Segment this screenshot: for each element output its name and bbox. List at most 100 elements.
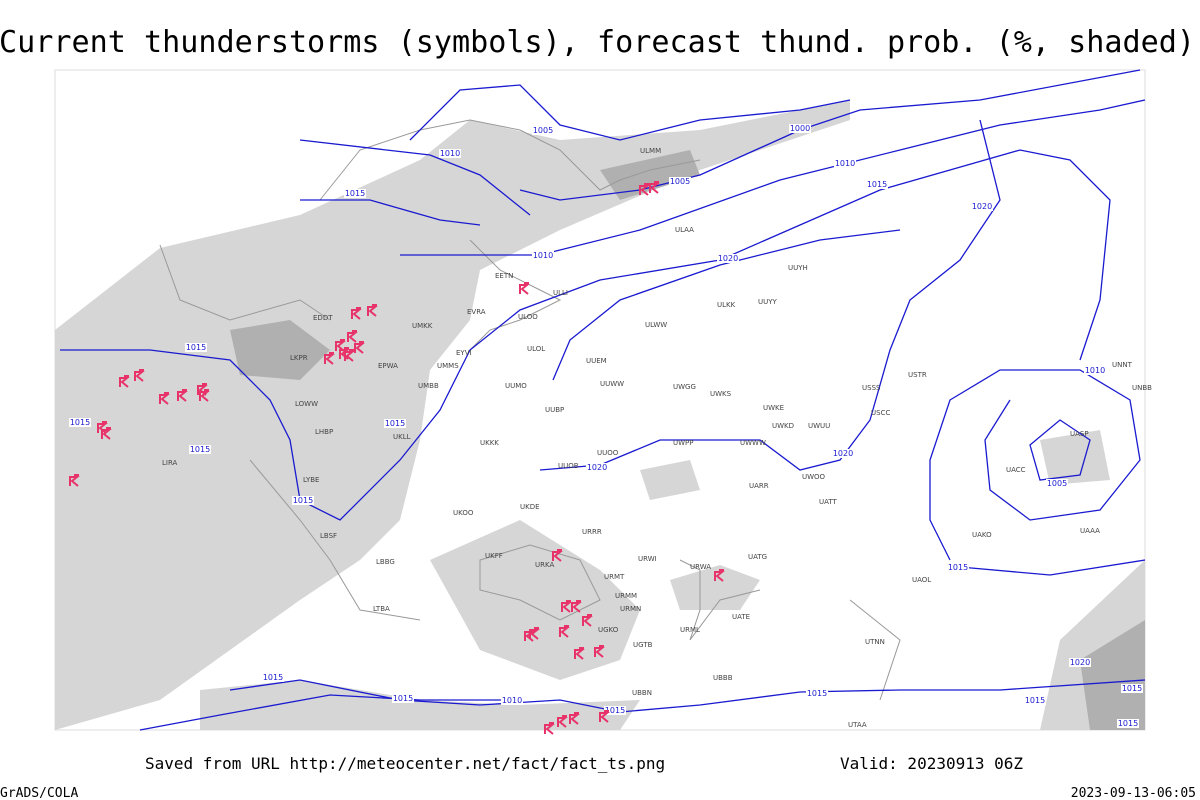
station-label: EPWA xyxy=(378,362,398,370)
isobar-label-bg xyxy=(69,418,91,427)
station-label: UAAA xyxy=(1080,527,1100,535)
station-label: UWPP xyxy=(673,439,694,447)
isobar-label: 1015 xyxy=(345,189,365,198)
isobar-label-bg xyxy=(392,694,414,703)
isobar-label: 1005 xyxy=(1047,479,1067,488)
isobar-label-bg xyxy=(789,124,811,133)
isobar-label: 1015 xyxy=(807,689,827,698)
thunderstorm-symbol xyxy=(519,282,530,295)
isobar-label-bg xyxy=(262,673,284,682)
station-label: UUOB xyxy=(558,462,579,470)
station-label: UMMS xyxy=(437,362,459,370)
thunderstorm-symbol xyxy=(351,307,362,320)
isobar-label: 1015 xyxy=(1118,719,1138,728)
isobar-label-bg xyxy=(532,251,554,260)
station-label: URMM xyxy=(615,592,637,600)
station-label: ULOL xyxy=(527,345,545,353)
station-label: URWI xyxy=(638,555,657,563)
station-label: USCC xyxy=(871,409,890,417)
isobar-label: 1015 xyxy=(867,180,887,189)
station-label: LYBE xyxy=(303,476,319,484)
isobar-label: 1005 xyxy=(670,177,690,186)
station-label: LTBA xyxy=(373,605,390,613)
station-label: ULAA xyxy=(675,226,694,234)
station-label: UKOO xyxy=(453,509,474,517)
station-label: UWKS xyxy=(710,390,732,398)
isobar-label-bg xyxy=(669,177,691,186)
isobar-label-bg xyxy=(604,706,626,715)
station-label: UBBN xyxy=(632,689,652,697)
station-label: ULOO xyxy=(518,313,538,321)
station-label: LBBG xyxy=(376,558,395,566)
isobar-label: 1010 xyxy=(835,159,855,168)
isobar-label: 1020 xyxy=(718,254,738,263)
station-label: UKLL xyxy=(393,433,411,441)
timestamp: 2023-09-13-06:05 xyxy=(1071,786,1196,800)
station-label: UKFF xyxy=(485,552,503,560)
map-area: 1005 1005 1005 1000 1010 1010 1010 1010 1010 1015… xyxy=(54,69,1152,735)
thunderstorm-symbol xyxy=(177,389,188,402)
isobar-label-bg xyxy=(971,202,993,211)
isobars xyxy=(60,69,1146,731)
station-label: UGKO xyxy=(598,626,619,634)
station-label: UATE xyxy=(732,613,750,621)
isobar-label-bg xyxy=(384,419,406,428)
isobar-label: 1000 xyxy=(790,124,810,133)
thunderstorm-symbol xyxy=(582,614,593,627)
station-label: ULLI xyxy=(553,289,568,297)
station-label: UMKK xyxy=(412,322,433,330)
thunderstorm-symbol xyxy=(529,627,540,640)
isobar-label-bg xyxy=(292,496,314,505)
station-label: UATT xyxy=(819,498,838,506)
station-label: LIRA xyxy=(162,459,178,467)
isobar-label: 1020 xyxy=(587,463,607,472)
thunderstorm-symbol xyxy=(344,349,355,362)
isobar-label: 1015 xyxy=(393,694,413,703)
station-label: UAOL xyxy=(912,576,931,584)
isobar-label-bg xyxy=(586,463,608,472)
station-label: LHBP xyxy=(315,428,333,436)
isobar-label-bg xyxy=(832,449,854,458)
station-label: LOWW xyxy=(295,400,318,408)
isobar-label: 1010 xyxy=(533,251,553,260)
station-label: UATG xyxy=(748,553,767,561)
thunderstorm-symbol xyxy=(69,474,80,487)
isobar-label: 1015 xyxy=(1025,696,1045,705)
isobar-label: 1015 xyxy=(190,445,210,454)
station-label: UUEM xyxy=(586,357,607,365)
coastlines xyxy=(159,119,901,701)
thunderstorm-symbol xyxy=(544,722,555,735)
station-labels: ULLI EETN ULOO EVRA ULOL UMKK EDDT EPWA UMMS EYVI… xyxy=(162,147,1152,729)
isobar-label-bg xyxy=(717,254,739,263)
isobar-label-bg xyxy=(439,149,461,158)
station-label: ULMM xyxy=(640,147,661,155)
station-label: UWKD xyxy=(772,422,794,430)
credit: GrADS/COLA xyxy=(0,786,78,800)
isobar-label: 1015 xyxy=(70,418,90,427)
station-label: UBBB xyxy=(713,674,733,682)
station-label: URML xyxy=(680,626,700,634)
station-label: UTNN xyxy=(865,638,885,646)
station-label: USSS xyxy=(862,384,881,392)
station-label: LKPR xyxy=(290,354,308,362)
station-label: UWUU xyxy=(808,422,830,430)
station-label: UNBB xyxy=(1132,384,1152,392)
station-label: UKDE xyxy=(520,503,540,511)
thunderstorm-symbol xyxy=(347,330,358,343)
thunderstorm-symbol xyxy=(367,304,378,317)
valid-time: Valid: 20230913 06Z xyxy=(840,754,1023,773)
isobar-label: 1010 xyxy=(1085,366,1105,375)
isobar-label: 1020 xyxy=(833,449,853,458)
station-label: UWWW xyxy=(740,439,766,447)
thunderstorm-symbol xyxy=(159,392,170,405)
isobar-label-bg xyxy=(1046,479,1068,488)
station-label: EETN xyxy=(495,272,513,280)
thunderstorm-symbol xyxy=(559,625,570,638)
thunderstorm-symbol xyxy=(561,600,572,613)
thunderstorm-symbol xyxy=(714,569,725,582)
station-label: URRR xyxy=(582,528,602,536)
station-label: UMBB xyxy=(418,382,439,390)
station-label: ULWW xyxy=(645,321,667,329)
